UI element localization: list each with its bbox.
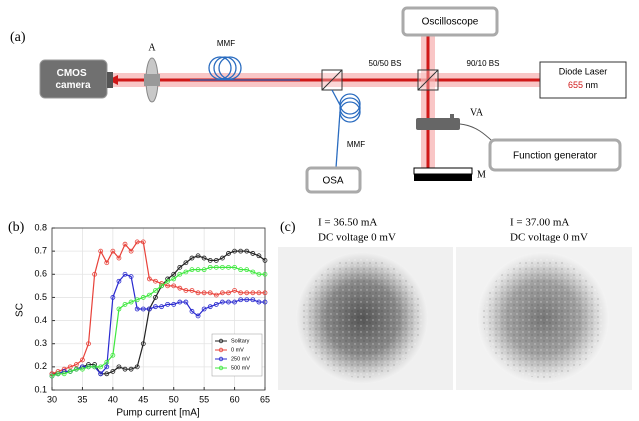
camera-label-line: CMOS	[57, 68, 87, 79]
wavelength-value: 655	[568, 80, 583, 90]
laser-wavelength: 655 nm	[568, 80, 598, 90]
x-tick-label: 65	[260, 394, 270, 404]
mirror-face	[414, 168, 472, 174]
x-tick-label: 50	[169, 394, 179, 404]
speckle-grain	[302, 258, 422, 378]
y-tick-label: 0.4	[34, 315, 47, 325]
panel-label: (c)	[280, 220, 296, 235]
attenuator	[416, 118, 460, 130]
speckle-grain	[483, 258, 603, 378]
mirror-label: M	[477, 169, 486, 180]
oscilloscope-label: Oscilloscope	[422, 17, 479, 28]
osa-label: OSA	[322, 176, 343, 187]
figure: (a) CMOS camera A MMF 50/50 BS 90/10 BS …	[0, 0, 639, 421]
image-caption: I = 36.50 mA	[318, 217, 377, 229]
panel-label: (a)	[10, 30, 26, 45]
attenuator-label: VA	[470, 107, 484, 118]
aperture-holder	[144, 74, 160, 86]
fiber-label: MMF	[217, 39, 235, 48]
aperture-label: A	[148, 42, 156, 53]
y-tick-label: 0.3	[34, 338, 47, 348]
mirror	[414, 174, 472, 181]
x-tick-label: 35	[77, 394, 87, 404]
y-tick-label: 0.7	[34, 246, 47, 256]
y-axis-label: SC	[15, 303, 26, 317]
image-caption: DC voltage 0 mV	[318, 232, 396, 244]
wavelength-unit: nm	[586, 80, 599, 90]
x-tick-label: 40	[108, 394, 118, 404]
setup-diagram: (a) CMOS camera A MMF 50/50 BS 90/10 BS …	[10, 8, 626, 192]
legend-label: 250 mV	[231, 356, 250, 362]
y-tick-label: 0.8	[34, 222, 47, 232]
y-tick-label: 0.5	[34, 292, 47, 302]
x-tick-label: 60	[230, 394, 240, 404]
laser-name: Diode Laser	[559, 66, 608, 76]
x-tick-label: 30	[47, 394, 57, 404]
image-caption: I = 37.00 mA	[510, 217, 569, 229]
camera-lens	[107, 72, 113, 88]
fiber-label: MMF	[347, 140, 365, 149]
chart: (b) Pump current [mA] SC 0.1 0.2 0.3 0.4 0.5…	[8, 220, 270, 418]
splitter-label: 90/10 BS	[467, 59, 500, 68]
function-generator-label: Function generator	[513, 151, 598, 162]
speckle-images: (c) I = 36.50 mA DC voltage 0 mV I = 37.…	[278, 217, 632, 390]
y-tick-label: 0.6	[34, 269, 47, 279]
x-tick-label: 45	[138, 394, 148, 404]
camera-label: CMOS camera	[55, 68, 90, 91]
image-caption: DC voltage 0 mV	[510, 232, 588, 244]
legend-label: 0 mV	[231, 347, 244, 353]
attenuator-knob	[450, 114, 454, 118]
fiber-coil	[332, 90, 360, 168]
x-axis-label: Pump current [mA]	[116, 408, 200, 419]
legend-label: Solitary	[231, 338, 250, 344]
legend-label: 500 mV	[231, 365, 250, 371]
panel-label: (b)	[8, 220, 25, 235]
camera-label-line: camera	[55, 80, 90, 91]
y-tick-label: 0.2	[34, 361, 47, 371]
y-tick-label: 0.1	[34, 384, 47, 394]
splitter-label: 50/50 BS	[369, 59, 402, 68]
x-tick-label: 55	[199, 394, 209, 404]
